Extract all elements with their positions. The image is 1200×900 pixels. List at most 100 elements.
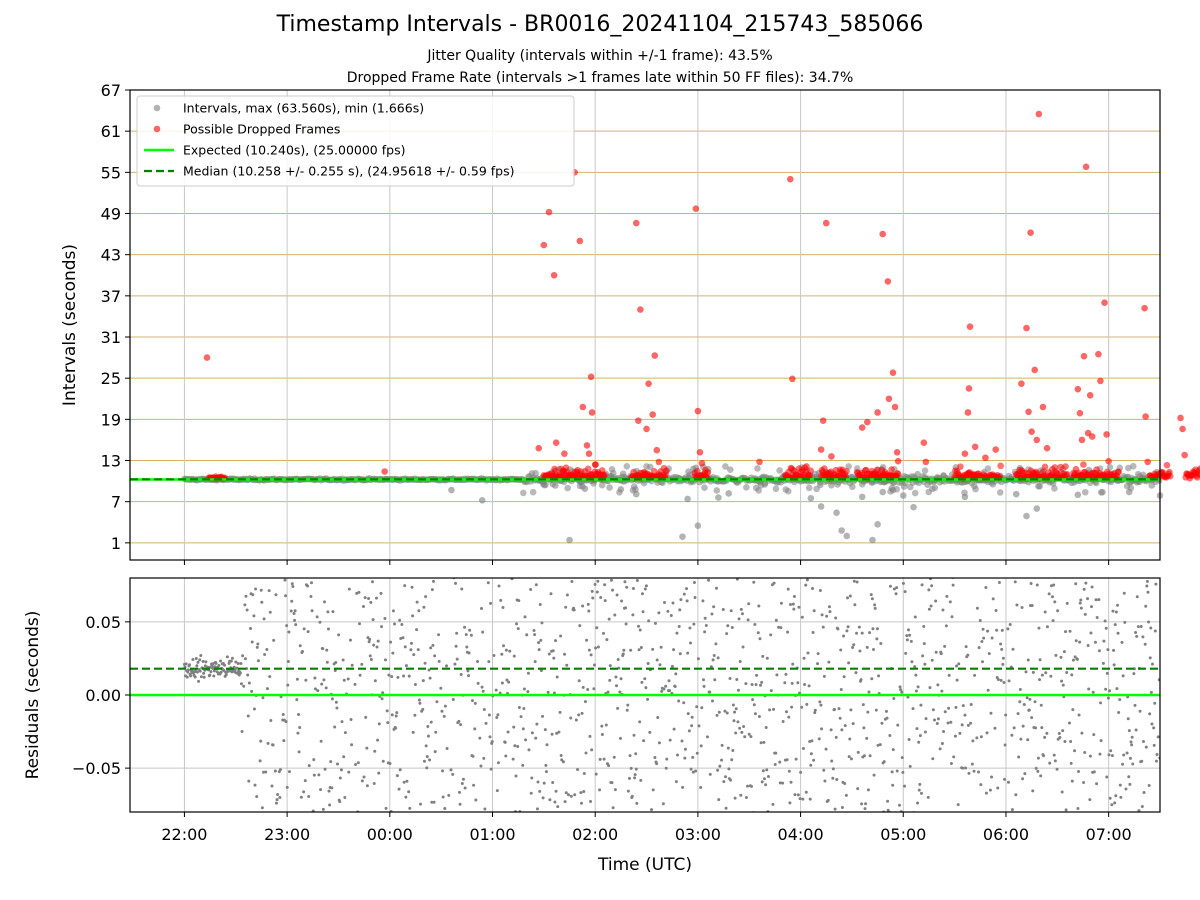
residual-point	[427, 668, 431, 672]
residual-point	[1043, 735, 1047, 739]
dropped-frame-point	[1033, 436, 1041, 444]
residual-point	[413, 574, 416, 577]
residual-point	[801, 797, 805, 801]
dropped-frame-point	[591, 461, 599, 468]
residual-point	[829, 728, 833, 732]
residual-point	[1089, 631, 1093, 635]
residual-point	[316, 689, 320, 693]
legend-intervals-label: Intervals, max (63.560s), min (1.666s)	[183, 101, 424, 116]
residual-point	[629, 766, 633, 770]
residual-point	[243, 603, 247, 607]
residual-point	[697, 724, 701, 728]
dropped-frame-point	[1105, 457, 1112, 465]
residual-point	[633, 773, 637, 777]
residual-point	[508, 649, 512, 653]
residual-point	[526, 553, 529, 556]
residual-point	[517, 706, 521, 710]
dropped-frame-point	[645, 380, 652, 387]
residual-point	[737, 617, 741, 621]
residual-point	[718, 764, 722, 768]
residual-point	[240, 729, 244, 733]
residual-point	[750, 682, 754, 686]
bottom-xtick-label: 06:00	[983, 825, 1029, 844]
residual-point	[471, 754, 475, 758]
residual-point	[440, 820, 443, 823]
dropped-frame-point	[966, 323, 974, 331]
residual-point	[365, 784, 369, 788]
residual-point	[796, 681, 800, 685]
interval-point	[874, 521, 881, 528]
residual-point	[494, 688, 498, 692]
residual-point	[571, 813, 574, 816]
residual-point	[500, 681, 504, 685]
residual-point	[752, 703, 756, 707]
residual-point	[1078, 640, 1082, 644]
residual-point	[472, 783, 476, 787]
dropped-frame-point	[583, 442, 591, 449]
dropped-frame-point	[1196, 471, 1200, 478]
residual-point	[1094, 598, 1098, 602]
residual-point	[880, 721, 884, 725]
residual-point	[324, 686, 328, 690]
residual-point	[952, 755, 956, 759]
residual-point	[1018, 700, 1022, 704]
residual-point	[626, 703, 630, 707]
residual-point	[302, 627, 306, 631]
residual-point	[664, 822, 667, 825]
residual-point	[594, 772, 598, 776]
residual-point	[578, 624, 582, 628]
residual-point	[855, 580, 859, 584]
residual-point	[492, 653, 496, 657]
interval-point	[843, 532, 851, 540]
residual-point	[928, 686, 932, 690]
residual-point	[655, 658, 659, 662]
residual-point	[804, 790, 808, 794]
residual-point	[939, 652, 943, 656]
residual-point	[629, 648, 633, 652]
residual-point	[874, 546, 877, 549]
residual-point	[660, 689, 664, 693]
residual-point	[321, 647, 325, 651]
residual-point	[350, 743, 354, 747]
dropped-frame-point	[864, 418, 871, 426]
residual-point	[332, 557, 335, 560]
interval-point	[996, 489, 1004, 496]
residual-point	[605, 638, 609, 642]
residual-point	[438, 570, 441, 573]
residual-point	[600, 571, 603, 574]
residual-point	[676, 753, 680, 757]
residual-point	[590, 748, 594, 752]
residual-point	[970, 562, 973, 565]
residual-point	[1133, 703, 1137, 707]
residual-point	[905, 560, 908, 563]
residual-point	[1108, 796, 1112, 800]
chart-title: Timestamp Intervals - BR0016_20241104_21…	[276, 12, 924, 37]
residual-point	[913, 816, 916, 819]
residual-point	[935, 571, 938, 574]
residual-point	[610, 781, 614, 785]
residual-point	[202, 675, 206, 679]
dropped-frame-point	[1035, 110, 1043, 118]
residual-point	[303, 779, 307, 783]
residual-point	[895, 769, 899, 773]
residual-point	[871, 627, 875, 631]
residual-point	[1120, 640, 1124, 644]
dropped-frame-point	[576, 237, 584, 245]
residual-point	[268, 610, 272, 614]
residual-point	[590, 589, 594, 593]
residual-point	[969, 721, 973, 725]
residual-point	[1036, 769, 1040, 773]
residual-point	[391, 609, 395, 613]
residual-point	[792, 595, 796, 599]
dropped-frame-point	[1043, 444, 1051, 452]
residual-point	[1035, 583, 1039, 587]
residual-point	[565, 663, 569, 667]
residual-point	[381, 759, 385, 763]
residual-point	[299, 795, 303, 799]
residual-point	[901, 770, 905, 774]
interval-point	[1099, 488, 1106, 496]
residual-point	[631, 586, 635, 590]
residual-point	[908, 764, 912, 768]
residual-point	[971, 739, 975, 743]
residual-point	[648, 534, 651, 537]
